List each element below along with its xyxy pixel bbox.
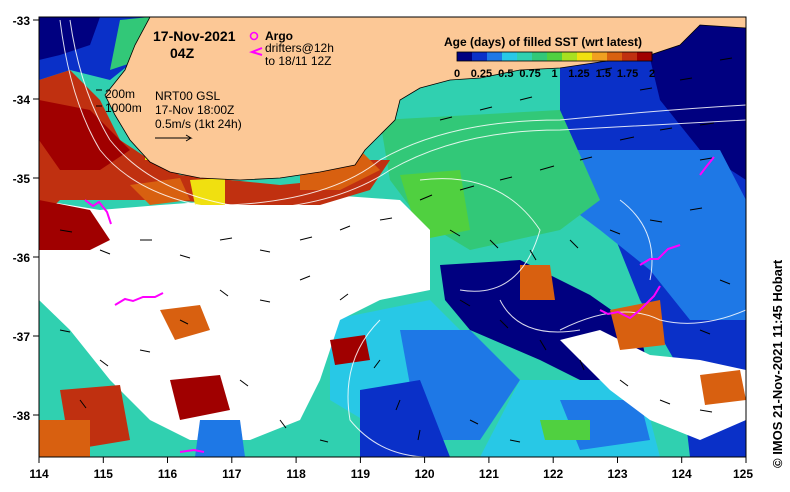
colorbar-swatch [457, 52, 473, 61]
drifters-range: to 18/11 12Z [265, 54, 332, 68]
colorbar-swatch [622, 52, 638, 61]
axis-ticks [33, 19, 747, 463]
contour-1000m: 1000m [105, 101, 142, 115]
lon-tick-label: 116 [158, 467, 178, 481]
colorbar-tick-label: 0 [454, 68, 460, 80]
lon-tick-label: 124 [672, 467, 692, 481]
colorbar-tick-label: 1.25 [568, 68, 589, 80]
contour-200m: 200m [105, 87, 135, 101]
lon-tick-label: 123 [607, 467, 627, 481]
colorbar-tick-label: 1.5 [596, 68, 611, 80]
contour-legend: 200m 1000m [96, 87, 142, 115]
drifter-icon [248, 47, 263, 56]
product-line2: 17-Nov 18:00Z [155, 103, 234, 117]
lat-axis: -33 -34 -35 -36 -37 -38 [13, 14, 31, 423]
colorbar-tick-label: 2 [649, 68, 655, 80]
credit-text: © IMOS 21-Nov-2021 11:45 Hobart [770, 259, 785, 468]
lat-tick-label: -38 [13, 409, 31, 423]
title-date: 17-Nov-2021 [153, 28, 236, 44]
title-hour: 04Z [170, 45, 195, 61]
colorbar-swatch [472, 52, 488, 61]
lon-tick-label: 114 [29, 467, 49, 481]
lat-tick-label: -34 [13, 93, 31, 107]
argo-icon [249, 31, 259, 41]
colorbar-swatch [577, 52, 593, 61]
lat-tick-label: -35 [13, 172, 31, 186]
colorbar-swatch [607, 52, 623, 61]
lon-tick-label: 121 [479, 467, 499, 481]
lon-tick-label: 115 [94, 467, 114, 481]
current-vectors [59, 56, 733, 443]
colorbar-swatch [532, 52, 548, 61]
lon-tick-label: 117 [222, 467, 242, 481]
product-line3: 0.5m/s (1kt 24h) [155, 117, 242, 131]
product-line1: NRT00 GSL [155, 89, 220, 103]
colorbar-tick-label: 0.25 [471, 68, 492, 80]
argo-label: Argo [265, 29, 293, 43]
colorbar-tick-label: 1.75 [617, 68, 638, 80]
colorbar-tick-label: 1 [551, 68, 557, 80]
colorbar-swatch [592, 52, 608, 61]
lon-tick-label: 125 [733, 467, 753, 481]
colorbar-title: Age (days) of filled SST (wrt latest) [444, 35, 642, 49]
lon-tick-label: 118 [286, 467, 306, 481]
lat-tick-label: -33 [13, 14, 31, 28]
platform-legend: Argo drifters@12h to 18/11 12Z [248, 29, 334, 68]
colorbar-swatch [562, 52, 578, 61]
colorbar-swatch [487, 52, 503, 61]
colorbar-swatch [547, 52, 563, 61]
lon-tick-label: 120 [415, 467, 435, 481]
lon-tick-label: 122 [543, 467, 563, 481]
drifters-label: drifters@12h [265, 41, 334, 55]
lon-tick-label: 119 [351, 467, 371, 481]
colorbar-swatch [517, 52, 533, 61]
colorbar-tick-label: 0.75 [519, 68, 540, 80]
colorbar-swatch [637, 52, 653, 61]
drifter-tracks [84, 156, 715, 453]
scale-arrow-icon [155, 134, 193, 142]
colorbar-swatches [457, 52, 653, 61]
colorbar-tick-label: 0.5 [498, 68, 513, 80]
product-info: NRT00 GSL 17-Nov 18:00Z 0.5m/s (1kt 24h) [155, 89, 242, 142]
lat-tick-label: -36 [13, 251, 31, 265]
lon-axis: 114 115 116 117 118 119 120 121 122 123 … [29, 467, 753, 481]
plot-frame [38, 16, 747, 458]
map-title: 17-Nov-2021 04Z [153, 28, 236, 61]
bathymetry-contours [59, 19, 746, 457]
colorbar-swatch [502, 52, 518, 61]
lat-tick-label: -37 [13, 330, 31, 344]
